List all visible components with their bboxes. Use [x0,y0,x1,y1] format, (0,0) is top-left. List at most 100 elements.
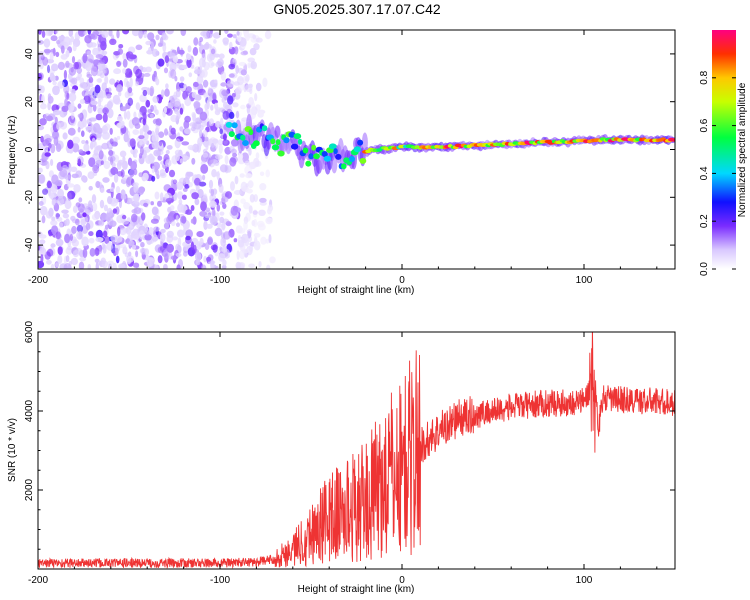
spectrogram-noise-blob [242,76,249,84]
spectrogram-noise-blob [223,231,231,240]
spectrogram-noise-blob [77,72,82,79]
spectrogram-noise-blob [88,200,93,208]
spectrogram-noise-blob [142,172,149,181]
spectrogram-noise-blob [118,91,122,97]
spectrogram-noise-blob [231,92,236,98]
spectrogram-noise-blob [57,61,65,71]
spectrogram-signal-point [328,143,337,150]
spectrogram-noise-blob [58,35,66,40]
spectrogram-noise-blob [74,248,83,255]
spectrogram-noise-blob [129,168,135,178]
spectrogram-noise-blob [188,182,193,188]
spectrogram-noise-blob [253,232,261,238]
spectrogram-y-ticks: -40 -20 0 20 40 [24,29,675,270]
spectrogram-noise-blob [254,93,258,102]
spectrogram-noise-blob [80,163,87,168]
spectrogram-noise-blob [198,129,203,138]
spectrogram-signal-point [357,139,364,146]
spectrogram-noise-blob [147,130,152,135]
spectrogram-noise-blob [240,198,246,204]
spectrogram-noise-blob [203,220,208,230]
spectrogram-noise-blob [169,205,175,211]
spectrogram-signal-point [271,144,280,151]
spectrogram-noise-blob [220,223,226,230]
spectrogram-noise-blob [55,262,60,268]
spectrogram-noise-blob [190,126,196,132]
spectrogram-noise-blob [255,160,262,167]
spectrogram-noise-blob [139,94,147,103]
spectrogram-signal-point [348,156,355,162]
spectrogram-noise-blob [150,201,154,206]
spectrogram-noise-blob [220,71,227,81]
spectrogram-noise-blob [102,177,110,183]
spectrogram-noise-blob [120,189,126,199]
spectrogram-noise-blob [218,143,223,154]
spectrogram-noise-blob [212,92,217,102]
spectrogram-noise-blob [166,230,174,238]
spectrogram-noise-blob [153,164,158,173]
spectrogram-signal-halo [274,125,281,138]
spectrogram-noise-blob [203,43,210,49]
spectrogram-noise-blob [48,231,53,237]
spectrogram-noise-blob [42,188,49,195]
spectrogram-noise-blob [235,86,242,95]
spectrogram-noise-blob [148,153,155,164]
spectrogram-noise-blob [39,159,43,165]
spectrogram-noise-blob [85,60,91,68]
spectrogram-noise-blob [198,57,205,68]
spectrogram-noise-blob [64,199,72,210]
spectrogram-noise-blob [152,234,158,243]
spectrogram-y-tick-label: 40 [24,48,35,60]
spectrogram-noise-blob [183,83,188,89]
spectrogram-noise-blob [162,42,167,53]
spectrogram-noise-blob [45,161,50,170]
spectrogram-noise-blob [49,52,54,61]
spectrogram-noise-blob [160,228,166,234]
spectrogram-x-tick-label: -100 [210,275,230,286]
spectrogram-noise-blob [182,155,190,161]
spectrogram-noise-blob [126,81,130,88]
spectrogram-noise-blob [181,194,187,200]
spectrogram-noise-blob [110,234,118,242]
spectrogram-noise-blob [145,40,153,46]
spectrogram-noise-blob [138,230,145,240]
spectrogram-noise-blob [110,167,119,176]
spectrogram-noise-blob [54,116,58,124]
spectrogram-noise-blob [170,114,178,123]
spectrogram-noise-blob [226,80,235,88]
spectrogram-noise-blob [165,159,172,168]
spectrogram-y-tick-label: 20 [24,96,35,108]
spectrogram-noise-blob [250,61,257,70]
spectrogram-noise-blob [71,142,80,153]
spectrogram-noise-blob [141,86,149,92]
spectrogram-noise-blob [253,194,258,203]
spectrogram-noise-blob [144,248,150,256]
spectrogram-noise-blob [70,35,75,43]
spectrogram-noise-blob [127,87,133,94]
snr-x-tick-label: 0 [399,575,405,586]
spectrogram-noise-blob [82,118,87,128]
spectrogram-noise-blob [168,169,176,178]
spectrogram-noise-blob [223,101,228,109]
spectrogram-noise-blob [228,111,235,119]
spectrogram-noise-blob [165,149,170,155]
spectrogram-noise-blob [265,217,273,225]
spectrogram-noise-blob [243,220,248,231]
spectrogram-noise-blob [219,216,225,224]
spectrogram-noise-blob [204,242,210,251]
spectrogram-noise-blob [200,164,209,174]
spectrogram-noise-blob [98,91,107,99]
spectrogram-signal-point [341,163,347,170]
spectrogram-noise-blob [236,250,240,260]
spectrogram-noise-blob [47,93,52,101]
spectrogram-noise-blob [184,184,190,189]
spectrogram-noise-blob [71,56,76,64]
spectrogram-noise-blob [40,103,47,110]
spectrogram-noise-blob [158,131,165,138]
spectrogram-noise-blob [135,44,143,51]
snr-x-tick-label: -100 [210,575,230,586]
spectrogram-noise-blob [100,257,107,265]
spectrogram-noise-blob [267,207,272,215]
spectrogram-noise-blob [38,167,43,173]
